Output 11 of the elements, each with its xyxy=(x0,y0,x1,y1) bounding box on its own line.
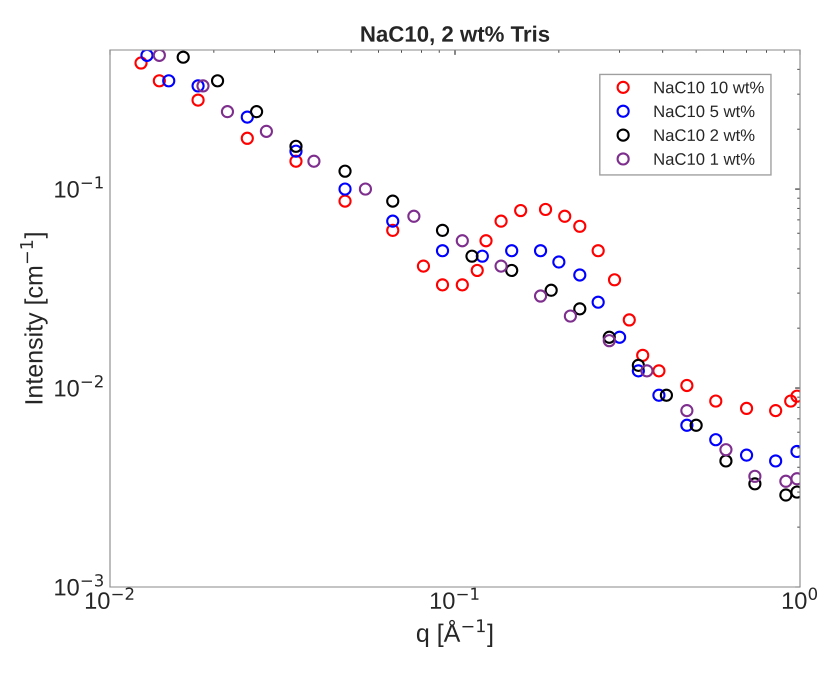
chart-title: NaC10, 2 wt% Tris xyxy=(361,26,550,46)
legend-label: NaC10 5 wt% xyxy=(654,105,754,118)
legend-label: NaC10 2 wt% xyxy=(654,129,754,142)
legend-label: NaC10 1 wt% xyxy=(654,153,754,165)
y-tick-label: 10$^{−1}$ xyxy=(55,176,103,198)
y-tick-label: 10$^{−2}$ xyxy=(55,375,103,397)
legend-label: NaC10 10 wt% xyxy=(654,82,764,94)
x-axis-title: q [Å$^{−1}$] xyxy=(416,619,492,647)
x-tick-label: 10$^{−1}$ xyxy=(430,588,478,610)
x-tick-label: 10$^{0}$ xyxy=(782,587,818,610)
y-axis-title: Intensity [cm$^{−1}$] xyxy=(20,233,48,404)
